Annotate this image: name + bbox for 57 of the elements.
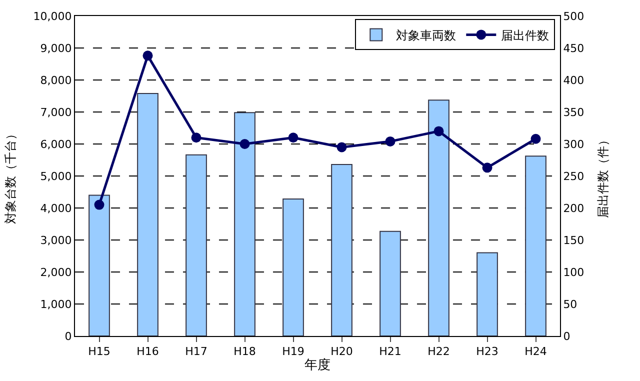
y2-tick-label: 250 (563, 170, 584, 183)
y-tick-label: 2,000 (40, 266, 72, 279)
point (336, 142, 347, 152)
x-tick-label: H18 (234, 345, 256, 358)
bar (88, 194, 110, 336)
bar (234, 112, 256, 336)
y-tick-label: 4,000 (40, 202, 72, 215)
y2-axis-title: 届出件数（件） (596, 134, 610, 218)
bar (186, 154, 207, 336)
x-tick-label: H17 (185, 345, 208, 358)
bar (331, 164, 352, 336)
y-axis-title: 対象台数（千台） (4, 128, 18, 224)
x-axis-title: 年度 (304, 356, 330, 373)
x-tick-label: H15 (88, 345, 110, 358)
bar (525, 156, 546, 336)
bar (428, 100, 450, 336)
y2-tick-label: 300 (563, 138, 584, 151)
point (240, 139, 250, 149)
point (530, 134, 541, 144)
point (191, 132, 202, 143)
y-tick-label: 5,000 (40, 170, 72, 183)
y2-tick-label: 100 (563, 266, 584, 279)
y-tick-label: 10,000 (33, 10, 72, 23)
x-tick-label: H24 (524, 345, 547, 358)
y2-tick-label: 500 (563, 10, 584, 23)
x-tick-label: H20 (330, 345, 353, 358)
y-tick-label: 6,000 (40, 138, 72, 151)
y-tick-label: 7,000 (40, 106, 72, 119)
x-tick-label: H19 (282, 345, 304, 358)
point (142, 50, 153, 61)
point (94, 200, 104, 210)
y2-tick-label: 450 (563, 42, 584, 55)
y2-tick-label: 200 (563, 202, 584, 215)
point (482, 162, 492, 173)
x-tick-label: H23 (476, 345, 498, 358)
y-tick-label: 0 (64, 330, 72, 343)
y2-tick-label: 400 (563, 74, 584, 87)
legend-label: 届出件数 (501, 28, 550, 42)
y2-tick-label: 150 (563, 234, 584, 247)
point (434, 126, 444, 136)
y2-tick-label: 50 (563, 298, 578, 311)
bar (282, 198, 304, 336)
y-tick-label: 8,000 (40, 74, 72, 87)
y-tick-label: 9,000 (40, 42, 72, 55)
bar (380, 230, 401, 336)
point (385, 136, 396, 146)
x-tick-label: H21 (379, 345, 402, 358)
y2-tick-label: 350 (563, 106, 584, 119)
x-tick-label: H16 (136, 345, 159, 358)
point (288, 132, 298, 143)
legend-label: 対象車両数 (396, 28, 456, 42)
y-tick-label: 1,000 (40, 298, 72, 311)
y-tick-label: 3,000 (40, 234, 72, 247)
x-tick-label: H22 (428, 345, 450, 358)
y2-tick-label: 0 (563, 330, 570, 343)
bar (476, 252, 498, 336)
bar (137, 92, 158, 336)
